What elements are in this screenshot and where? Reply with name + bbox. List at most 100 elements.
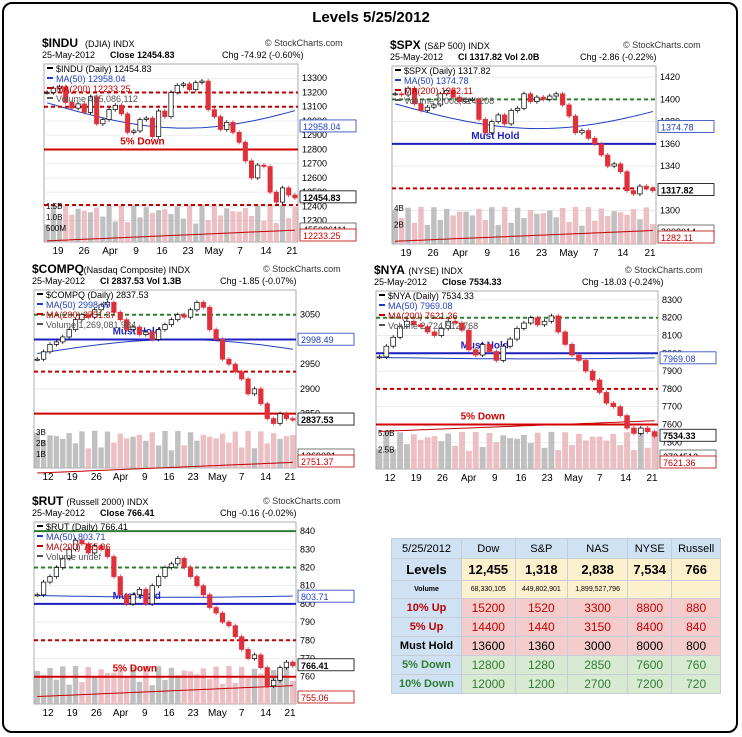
candle-body (547, 95, 553, 100)
volume-bar (92, 430, 98, 468)
candle-body (562, 331, 568, 345)
chart-svg-nya: $NYA (NYSE) INDX © StockCharts.com 25-May-2… (374, 263, 717, 484)
candle-body (489, 121, 495, 134)
x-tick-label: May (208, 472, 227, 483)
candle-body (81, 103, 87, 113)
volume-bar (245, 430, 251, 468)
volume-bar (637, 219, 643, 244)
candle-body (572, 115, 579, 134)
volume-bar (123, 438, 130, 468)
table-cell: 880 (671, 598, 721, 618)
x-tick-label: May (208, 708, 227, 719)
row-label: 10% Up (391, 598, 462, 618)
volume-bar (66, 433, 72, 468)
legend-entry: $INDU (Daily) 12454.83 (56, 64, 152, 74)
candle-body (290, 418, 296, 421)
candle-body (111, 556, 117, 577)
y-tick-label: 1360 (660, 139, 680, 149)
volume-bar (104, 431, 111, 468)
table-cell: 1280 (514, 655, 569, 675)
volume-bar (104, 672, 111, 704)
ma50-line (37, 595, 293, 598)
candle-body (514, 107, 521, 111)
volume-bar (156, 210, 162, 242)
table-cell: 760 (671, 655, 721, 675)
volume-bar (155, 445, 162, 468)
legend-entry: Volume 455,086,112 (56, 94, 138, 104)
volume-bar (111, 672, 117, 704)
legend-swatch (37, 545, 43, 547)
volume-bar (445, 433, 452, 469)
volume-bar (40, 674, 47, 704)
legend-swatch (47, 67, 53, 69)
x-tick-label: 7 (237, 246, 243, 257)
volume-bar (219, 433, 226, 468)
candle-body (500, 345, 507, 361)
candle-body (66, 329, 72, 338)
volume-bar (186, 205, 193, 242)
value-tag: 803.71 (301, 592, 329, 602)
volume-bar (514, 207, 521, 244)
candle-body (397, 326, 403, 338)
value-tag: 1317.82 (661, 186, 694, 196)
candle-body (100, 119, 106, 125)
candle-body (66, 548, 72, 559)
x-tick-label: 16 (163, 472, 175, 483)
candle-body (40, 351, 47, 360)
candle-body (79, 314, 85, 321)
candle-body (560, 93, 566, 106)
volume-bar (44, 224, 50, 242)
volume-bar (592, 220, 598, 244)
candle-body (44, 92, 50, 94)
candle-body (219, 612, 226, 623)
chart-date: 25-May-2012 (390, 52, 443, 62)
value-tag: 12958.04 (303, 122, 341, 132)
volume-bar (207, 678, 213, 704)
y-tick-label: 8100 (662, 331, 682, 341)
volume-bar (149, 212, 156, 242)
volume-bar (290, 680, 296, 704)
table-row-10-up: 10% Up 15200 1520 3300 8800 880 (391, 598, 721, 618)
volume-bar (431, 436, 438, 469)
volume-bar (136, 434, 143, 468)
x-tick-label: 9 (133, 246, 139, 257)
legend-swatch (37, 555, 43, 557)
candle-body (638, 427, 644, 434)
volume-bar (47, 435, 53, 468)
volume-bar (566, 222, 572, 244)
volume-bar (598, 208, 604, 244)
candle-body (424, 106, 431, 111)
volume-bar (264, 443, 270, 468)
volume-bar (181, 670, 187, 704)
candle-body (175, 558, 181, 565)
volume-bar (63, 206, 69, 242)
value-tag: 7621.36 (663, 458, 696, 468)
y-tick-label: 12600 (302, 173, 327, 183)
volume-bar (213, 666, 219, 704)
value-tag-box (657, 120, 715, 133)
candle-body (521, 93, 527, 109)
chart-watermark: © StockCharts.com (623, 40, 701, 50)
volume-bar (53, 679, 60, 704)
legend-swatch (37, 535, 43, 537)
chart-svg-spx: $SPX (S&P 500) INDX © StockCharts.com 25-Ma… (390, 38, 715, 259)
candle-body (290, 661, 296, 667)
volume-bar (181, 445, 187, 468)
y-tick-label: 830 (300, 544, 315, 554)
volume-bar (50, 204, 56, 242)
volume-bar (118, 204, 125, 242)
volume-bar (273, 223, 279, 242)
table-cell: 13600 (461, 636, 516, 656)
levels-table: 5/25/2012 Dow S&P NAS NYSE Russell Level… (391, 538, 721, 694)
legend-entry: $SPX (Daily) 1317.82 (404, 66, 491, 76)
volume-bar (651, 432, 658, 469)
row-label: Volume (391, 580, 462, 599)
candle-body (56, 86, 63, 89)
chart-symbol: $INDU (42, 36, 78, 50)
volume-bar (232, 431, 238, 468)
candle-body (508, 110, 514, 125)
value-tag-box (299, 119, 357, 133)
candle-body (583, 360, 589, 372)
volume-bar (40, 440, 47, 468)
chart-chg: Chg -74.92 (-0.60%) (222, 50, 304, 60)
